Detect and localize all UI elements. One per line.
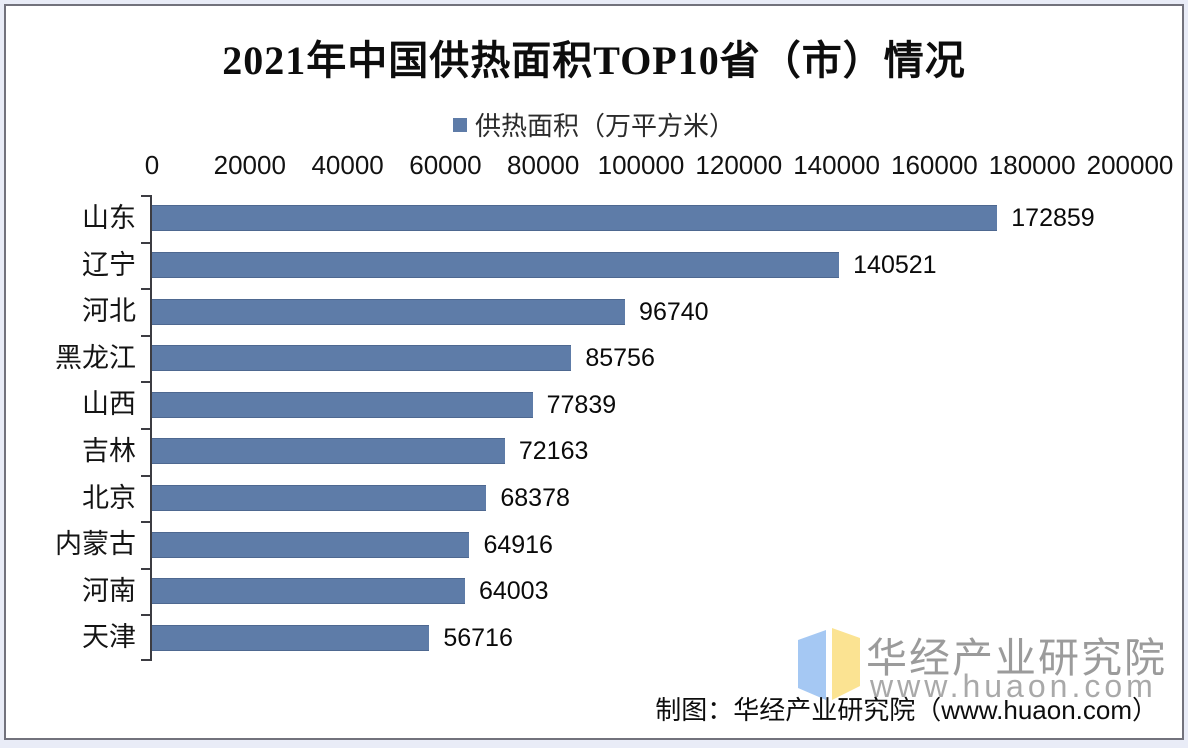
axis-tick (141, 195, 150, 197)
bar (152, 298, 626, 325)
axis-tick (141, 614, 150, 617)
axis-tick (141, 334, 150, 337)
x-tick-label: 80000 (507, 150, 580, 180)
watermark-brand-text: 华经产业研究院 (866, 635, 1167, 681)
axis-tick (141, 428, 150, 430)
bar (152, 251, 840, 278)
value-label: 77839 (546, 390, 617, 419)
category-label: 山东 (82, 203, 136, 233)
logo-left-page (798, 630, 826, 700)
x-tick-label: 100000 (597, 150, 685, 180)
category-label: 河南 (82, 575, 136, 606)
chart-frame: 2021年中国供热面积TOP10省（市）情况 供热面积（万平方米） 0 20000… (4, 4, 1184, 740)
bar (152, 624, 430, 651)
y-axis-line (150, 195, 152, 661)
bar (152, 438, 505, 465)
bar (152, 345, 572, 372)
bar (152, 578, 465, 605)
axis-tick (141, 659, 150, 661)
bar (152, 391, 533, 418)
category-label: 内蒙古 (55, 529, 136, 560)
value-label: 68378 (500, 483, 570, 512)
legend-swatch-icon (452, 117, 467, 132)
bar (152, 205, 998, 232)
value-label: 72163 (518, 437, 589, 466)
y-axis-category-labels: 山东辽宁河北黑龙江山西吉林北京内蒙古河南天津 (6, 195, 144, 661)
axis-tick (141, 521, 150, 524)
axis-tick (141, 381, 150, 384)
x-tick-label: 60000 (409, 150, 482, 180)
x-tick-label: 200000 (1086, 150, 1174, 180)
category-label: 天津 (82, 622, 136, 653)
x-tick-label: 0 (144, 150, 160, 180)
bar (152, 531, 470, 558)
value-label: 140521 (853, 250, 937, 279)
x-axis-labels: 0 20000 40000 60000 80000 100000 120000 140000 1… (145, 150, 1174, 182)
legend: 供热面积（万平方米） (6, 106, 1182, 143)
axis-tick (141, 474, 150, 477)
value-label: 64003 (478, 577, 549, 606)
category-label: 黑龙江 (55, 342, 136, 373)
chart-title: 2021年中国供热面积TOP10省（市）情况 (222, 38, 966, 83)
huaon-logo-icon (798, 628, 860, 700)
axis-tick (141, 567, 150, 570)
x-tick-label: 160000 (891, 150, 978, 180)
axis-tick (141, 288, 150, 291)
plot-area: 172859 140521 96740 85756 77839 72163 68378 649… (141, 195, 1130, 661)
category-label: 辽宁 (82, 249, 136, 280)
x-tick-label: 40000 (311, 150, 384, 180)
x-tick-label: 180000 (988, 150, 1076, 180)
value-label: 56716 (443, 623, 513, 652)
logo-right-page (832, 628, 860, 700)
credit-line: 制图：华经产业研究院（www.huaon.com） (655, 695, 1158, 725)
category-label: 山西 (82, 389, 136, 420)
category-label: 吉林 (82, 436, 136, 466)
value-label: 96740 (639, 297, 709, 326)
value-label: 64916 (483, 530, 553, 559)
category-label: 北京 (82, 482, 136, 513)
axis-tick (141, 241, 150, 244)
x-tick-label: 140000 (793, 150, 880, 180)
value-label: 85756 (585, 344, 655, 373)
x-tick-label: 120000 (695, 150, 783, 180)
legend-label: 供热面积（万平方米） (474, 111, 735, 141)
watermark-site-text: www.huaon.com (870, 668, 1157, 704)
category-label: 河北 (82, 296, 136, 327)
value-label: 172859 (1011, 204, 1095, 233)
bar (152, 484, 487, 511)
x-tick-label: 20000 (213, 150, 286, 180)
